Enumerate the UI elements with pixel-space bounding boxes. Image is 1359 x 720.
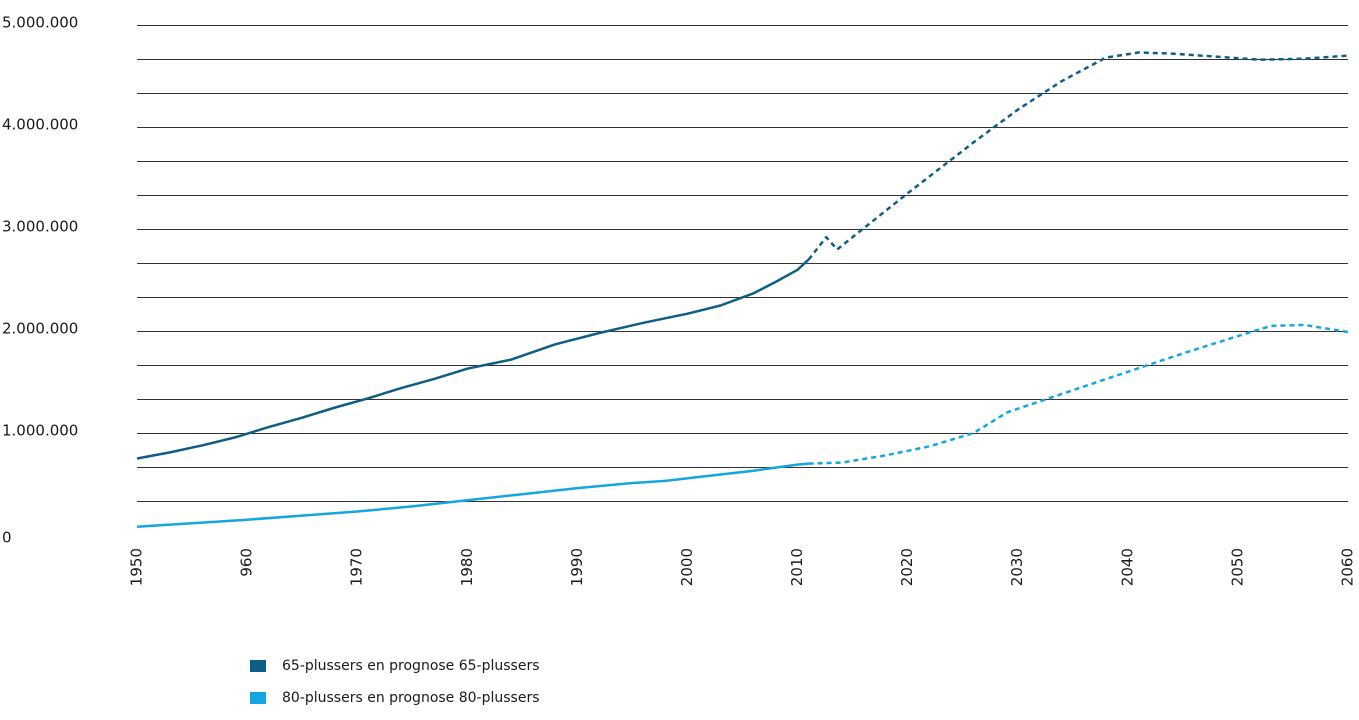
x-tick-label: 1970 <box>348 548 366 586</box>
grid-lines <box>137 25 1348 502</box>
y-tick-label: 0 <box>2 529 12 547</box>
y-tick-label: 3.000.000 <box>2 218 78 236</box>
y-tick-label: 4.000.000 <box>2 116 78 134</box>
x-tick-label: 1950 <box>128 548 146 586</box>
legend-item-65-plus: 65-plussers en prognose 65-plussers <box>250 656 540 676</box>
x-tick-label: 2040 <box>1118 548 1136 586</box>
series-0-projection-line <box>807 51 1349 261</box>
x-tick-label: 2050 <box>1228 548 1246 586</box>
legend-item-80-plus: 80-plussers en prognose 80-plussers <box>250 688 540 708</box>
x-tick-label: 2020 <box>898 548 916 586</box>
x-tick-label: 2000 <box>678 548 696 586</box>
x-tick-label: 960 <box>238 548 256 577</box>
chart-legend: 65-plussers en prognose 65-plussers 80-p… <box>250 656 540 720</box>
y-tick-label: 2.000.000 <box>2 320 78 338</box>
y-tick-label: 5.000.000 <box>2 14 78 32</box>
legend-label-65-plus: 65-plussers en prognose 65-plussers <box>282 658 540 674</box>
series-0-actual-line <box>136 258 810 460</box>
legend-swatch-65-plus <box>250 660 266 672</box>
x-axis-tick-labels: 1950 960 1970 1980 1990 2000 2010 2020 2030 2040 2… <box>128 548 1357 586</box>
series-1-projection-line <box>808 323 1349 465</box>
legend-swatch-80-plus <box>250 692 266 704</box>
x-tick-label: 2030 <box>1008 548 1026 586</box>
x-tick-label: 1990 <box>568 548 586 586</box>
series-1-actual-line <box>136 462 809 529</box>
y-axis-tick-labels: 0 1.000.000 2.000.000 3.000.000 4.000.000 5.0… <box>2 14 78 547</box>
y-tick-label: 1.000.000 <box>2 422 78 440</box>
legend-label-80-plus: 80-plussers en prognose 80-plussers <box>282 690 540 706</box>
series-lines <box>136 51 1349 529</box>
x-tick-label: 1980 <box>458 548 476 586</box>
x-tick-label: 2010 <box>788 548 806 586</box>
x-tick-label: 2060 <box>1339 548 1357 586</box>
